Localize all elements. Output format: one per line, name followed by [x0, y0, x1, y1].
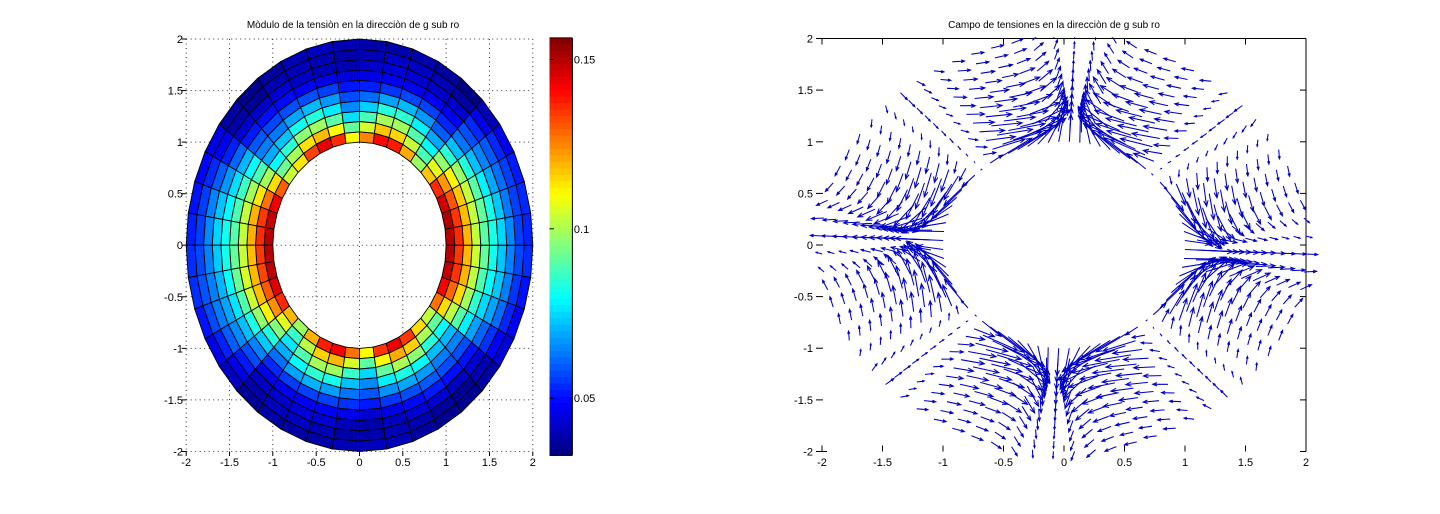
- svg-text:-1: -1: [268, 457, 278, 469]
- svg-text:0.5: 0.5: [168, 189, 183, 201]
- svg-text:-1.5: -1.5: [220, 457, 239, 469]
- svg-text:0.5: 0.5: [1117, 457, 1132, 469]
- svg-text:-0.5: -0.5: [164, 292, 183, 304]
- svg-text:-0.5: -0.5: [794, 292, 813, 304]
- svg-text:-1.5: -1.5: [794, 395, 813, 407]
- svg-text:0: 0: [356, 457, 362, 469]
- svg-text:Campo de tensiones en la direc: Campo de tensiones en la direcciòn de g …: [948, 20, 1160, 31]
- svg-text:-1: -1: [803, 343, 813, 355]
- svg-text:2: 2: [1303, 457, 1309, 469]
- svg-text:0.5: 0.5: [798, 188, 813, 200]
- svg-text:1.5: 1.5: [482, 457, 497, 469]
- svg-text:1: 1: [1182, 457, 1188, 469]
- svg-text:0.1: 0.1: [574, 224, 589, 236]
- svg-text:0: 0: [1061, 457, 1067, 469]
- svg-text:0.05: 0.05: [574, 393, 595, 405]
- svg-text:Mòdulo de la tensiòn en la dir: Mòdulo de la tensiòn en la direcciòn de …: [247, 20, 460, 31]
- svg-text:-2: -2: [181, 457, 191, 469]
- svg-text:0.15: 0.15: [574, 54, 595, 66]
- svg-text:0: 0: [177, 240, 183, 252]
- svg-text:1: 1: [443, 457, 449, 469]
- svg-text:-0.5: -0.5: [307, 457, 326, 469]
- svg-text:-1.5: -1.5: [164, 395, 183, 407]
- svg-text:1: 1: [807, 137, 813, 149]
- svg-text:-2: -2: [173, 447, 183, 459]
- svg-text:0.5: 0.5: [395, 457, 410, 469]
- svg-text:0: 0: [807, 240, 813, 252]
- svg-text:2: 2: [177, 34, 183, 46]
- svg-text:1.5: 1.5: [1238, 457, 1253, 469]
- svg-text:1.5: 1.5: [798, 85, 813, 97]
- svg-text:-1.5: -1.5: [873, 457, 892, 469]
- svg-text:1.5: 1.5: [168, 86, 183, 98]
- svg-text:-2: -2: [803, 447, 813, 459]
- svg-text:2: 2: [530, 457, 536, 469]
- svg-text:2: 2: [807, 34, 813, 46]
- svg-text:-1: -1: [938, 457, 948, 469]
- svg-text:-0.5: -0.5: [994, 457, 1013, 469]
- svg-text:1: 1: [177, 137, 183, 149]
- svg-text:-1: -1: [173, 343, 183, 355]
- svg-text:-2: -2: [817, 457, 827, 469]
